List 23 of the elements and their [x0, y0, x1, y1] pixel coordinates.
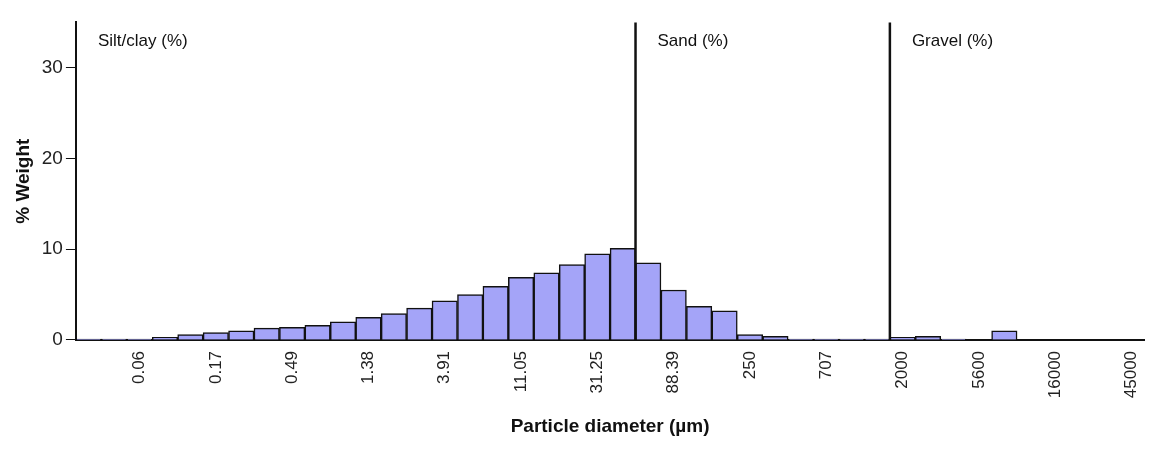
x-tick-label: 88.39	[663, 350, 683, 394]
x-tick-label: 3.91	[434, 350, 454, 385]
y-tick-label: 20	[41, 146, 63, 168]
annotation: Sand (%)	[657, 30, 729, 50]
x-tick-label: 0.49	[281, 350, 301, 385]
x-axis-title: Particle diameter (µm)	[510, 414, 710, 436]
x-tick-label: 45000	[1121, 350, 1141, 399]
y-tick-label: 30	[41, 56, 63, 77]
x-tick-label: 11.05	[510, 350, 530, 393]
x-tick-label: 0.17	[205, 350, 225, 385]
y-tick-label: 10	[41, 237, 63, 259]
x-tick-label: 707	[815, 350, 835, 380]
annotation: Silt/clay (%)	[97, 30, 188, 50]
x-tick-label: 250	[739, 350, 759, 380]
x-tick-label: 16000	[1044, 350, 1064, 399]
x-tick-label: 1.38	[358, 350, 378, 385]
annotation: Gravel (%)	[911, 30, 994, 50]
y-axis-title: % Weight	[11, 137, 33, 224]
x-tick-label: 0.06	[129, 350, 149, 385]
x-tick-label: 31.25	[587, 350, 607, 394]
x-tick-label: 5600	[968, 350, 988, 389]
y-tick-label: 0	[52, 328, 63, 350]
x-tick-label: 2000	[892, 350, 912, 389]
